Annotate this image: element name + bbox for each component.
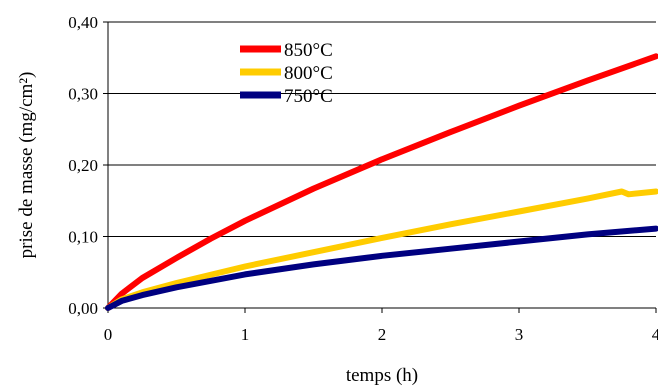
x-axis-label: temps (h) [346,365,418,386]
x-tick-label-3: 3 [515,325,524,344]
x-tick-label-2: 2 [378,325,387,344]
y-tick-label-4: 0,40 [68,13,98,32]
series-line-850°C [105,53,658,311]
y-tick-label-1: 0,10 [68,228,98,247]
y-tick-label-0: 0,00 [68,299,98,318]
legend-label-2: 750°C [284,86,333,107]
y-axis-ticks: 0,00 0,10 0,20 0,30 0,40 [68,13,108,318]
series-lines [105,53,658,311]
x-tick-label-0: 0 [104,325,113,344]
x-axis-ticks: 0 1 2 3 4 [104,308,658,344]
x-tick-label-1: 1 [241,325,250,344]
series-line-750°C [105,225,658,311]
x-tick-label-4: 4 [652,325,658,344]
y-axis-label: prise de masse (mg/cm²) [16,72,37,259]
gridlines [108,21,656,237]
legend-label-1: 800°C [284,63,333,84]
y-tick-label-2: 0,20 [68,156,98,175]
y-tick-label-3: 0,30 [68,85,98,104]
legend-label-0: 850°C [284,40,333,61]
